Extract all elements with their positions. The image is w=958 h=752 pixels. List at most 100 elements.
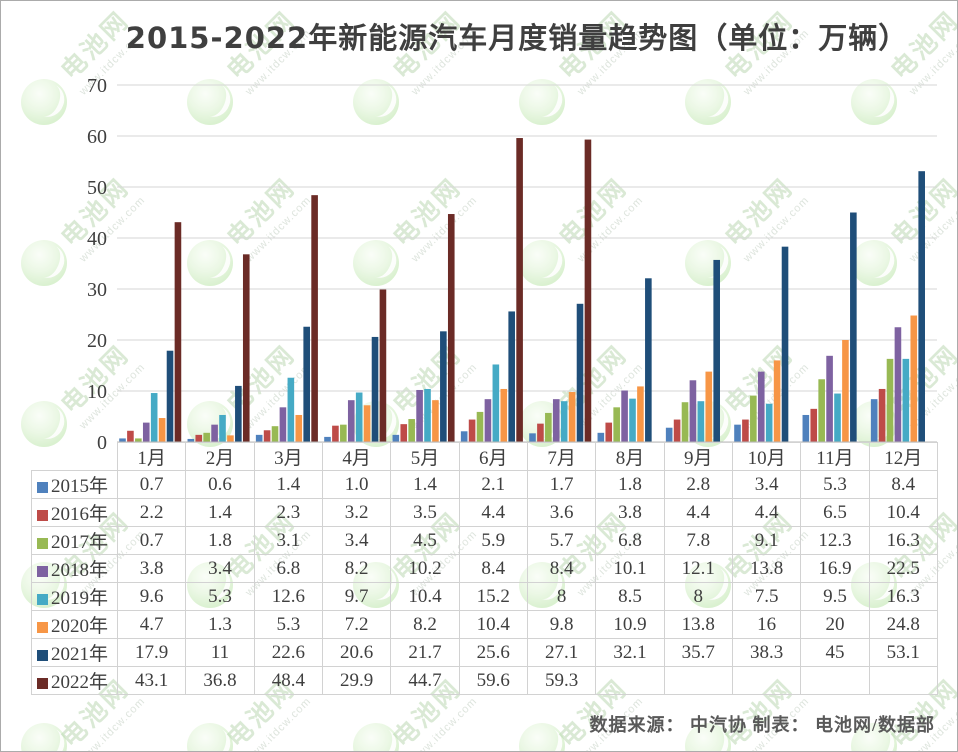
watermark-text: 电池网 www.itdcw.com: [221, 172, 314, 265]
value-cell: 4.4: [731, 498, 802, 527]
bar-2018年-12月: [894, 327, 902, 442]
value-cell: 25.6: [458, 638, 528, 667]
watermark-ball: [353, 240, 399, 286]
year-legend-cell: 2022年: [31, 666, 118, 695]
watermark-ball: [519, 723, 565, 751]
bar-2016年-12月: [878, 388, 886, 442]
value-cell: 16.3: [868, 582, 938, 611]
watermark-ball: [21, 240, 67, 286]
bar-2017年-6月: [476, 411, 484, 442]
chart-data-table: 1月 2月 3月 4月 5月 6月 7月 8月 9月 10月 11月 12月 2015年 0.7 0.6 1.…: [31, 442, 938, 695]
value-cell: [663, 666, 733, 695]
value-cell: 9.5: [800, 582, 870, 611]
value-cell: 3.8: [116, 554, 187, 583]
value-cell: 0.6: [185, 470, 255, 499]
watermark-ball: [187, 79, 233, 125]
watermark-ball: [519, 79, 565, 125]
bar-2016年-10月: [742, 419, 749, 442]
value-cell: [731, 666, 802, 695]
year-label: 2015年: [51, 476, 109, 497]
value-cell: 53.1: [868, 638, 938, 667]
y-tick-label: 60: [87, 126, 107, 148]
year-legend-cell: 2020年: [31, 610, 118, 639]
value-cell: 10.2: [390, 554, 460, 583]
y-tick-label: 20: [87, 330, 107, 352]
chart-title: 2015-2022年新能源汽车月度销量趋势图（单位：万辆）: [125, 21, 909, 55]
bar-2018年-9月: [689, 380, 697, 442]
value-cell: 20.6: [321, 638, 392, 667]
value-cell: 3.4: [321, 526, 392, 555]
year-row-2019年: 2019年 9.6 5.3 12.6 9.7 10.4 15.2 8 8.5 8 7.5 9.5 16.…: [31, 582, 938, 611]
legend-swatch-icon: [37, 510, 48, 521]
value-cell: 10.4: [458, 610, 528, 639]
value-cell: [595, 666, 665, 695]
value-cell: 9.8: [526, 610, 597, 639]
bar-2017年-7月: [545, 412, 552, 442]
bar-2015年-11月: [802, 414, 810, 442]
bar-2022年-6月: [516, 138, 523, 443]
bar-2020年-4月: [363, 405, 371, 442]
value-cell: 11: [185, 638, 255, 667]
value-cell: 5.3: [253, 610, 323, 639]
value-cell: 6.8: [595, 526, 665, 555]
bar-2016年-1月: [127, 430, 134, 442]
bar-2020年-12月: [910, 315, 918, 442]
bar-2019年-2月: [219, 414, 226, 442]
value-cell: 3.1: [253, 526, 323, 555]
bar-2016年-3月: [263, 430, 271, 442]
value-cell: 10.4: [868, 498, 938, 527]
bar-2017年-3月: [271, 426, 279, 442]
value-cell: 1.4: [253, 470, 323, 499]
bar-2017年-8月: [613, 407, 620, 442]
value-cell: 5.3: [800, 470, 870, 499]
bar-2015年-12月: [870, 399, 878, 442]
month-header-cell: 3月: [253, 442, 323, 471]
value-cell: 1.4: [185, 498, 255, 527]
value-cell: 5.9: [458, 526, 528, 555]
bar-2018年-7月: [552, 399, 560, 442]
bar-2016年-9月: [673, 419, 681, 442]
value-cell: 9.6: [116, 582, 187, 611]
year-legend-cell: 2015年: [31, 470, 118, 499]
watermark-ball: [685, 240, 731, 286]
watermark-ball: [851, 79, 897, 125]
bar-2022年-3月: [311, 195, 318, 442]
bar-2019年-5月: [424, 388, 431, 442]
value-cell: 32.1: [595, 638, 665, 667]
watermark-ball: [187, 401, 233, 447]
value-cell: 3.6: [526, 498, 597, 527]
value-cell: 3.5: [390, 498, 460, 527]
year-legend-cell: 2017年: [31, 526, 118, 555]
watermark-ball: [851, 240, 897, 286]
value-cell: 7.8: [663, 526, 733, 555]
bar-2017年-11月: [818, 379, 825, 442]
value-cell: 4.7: [116, 610, 187, 639]
month-header-cell: 1月: [116, 442, 187, 471]
bar-2020年-7月: [568, 392, 576, 442]
value-cell: 16: [731, 610, 802, 639]
bar-2021年-8月: [645, 278, 652, 442]
value-cell: 29.9: [321, 666, 392, 695]
bar-2019年-6月: [492, 364, 500, 442]
table-corner-cell: [32, 443, 118, 471]
value-cell: 0.7: [116, 526, 187, 555]
bar-2015年-7月: [529, 433, 536, 442]
bar-2015年-9月: [665, 427, 673, 442]
bar-2018年-4月: [347, 400, 355, 442]
bar-2018年-11月: [826, 355, 833, 442]
month-header-cell: 2月: [185, 442, 255, 471]
year-label: 2019年: [51, 588, 109, 609]
bar-2019年-10月: [765, 403, 773, 442]
year-legend-cell: 2018年: [31, 554, 118, 583]
month-header-row: 1月 2月 3月 4月 5月 6月 7月 8月 9月 10月 11月 12月: [32, 442, 938, 471]
legend-swatch-icon: [37, 622, 48, 633]
y-tick-label: 70: [87, 75, 107, 97]
value-cell: 3.2: [321, 498, 392, 527]
value-cell: 8.4: [526, 554, 597, 583]
value-cell: 2.3: [253, 498, 323, 527]
value-cell: 3.8: [595, 498, 665, 527]
value-cell: 8: [526, 582, 597, 611]
month-header-cell: 12月: [868, 442, 938, 471]
